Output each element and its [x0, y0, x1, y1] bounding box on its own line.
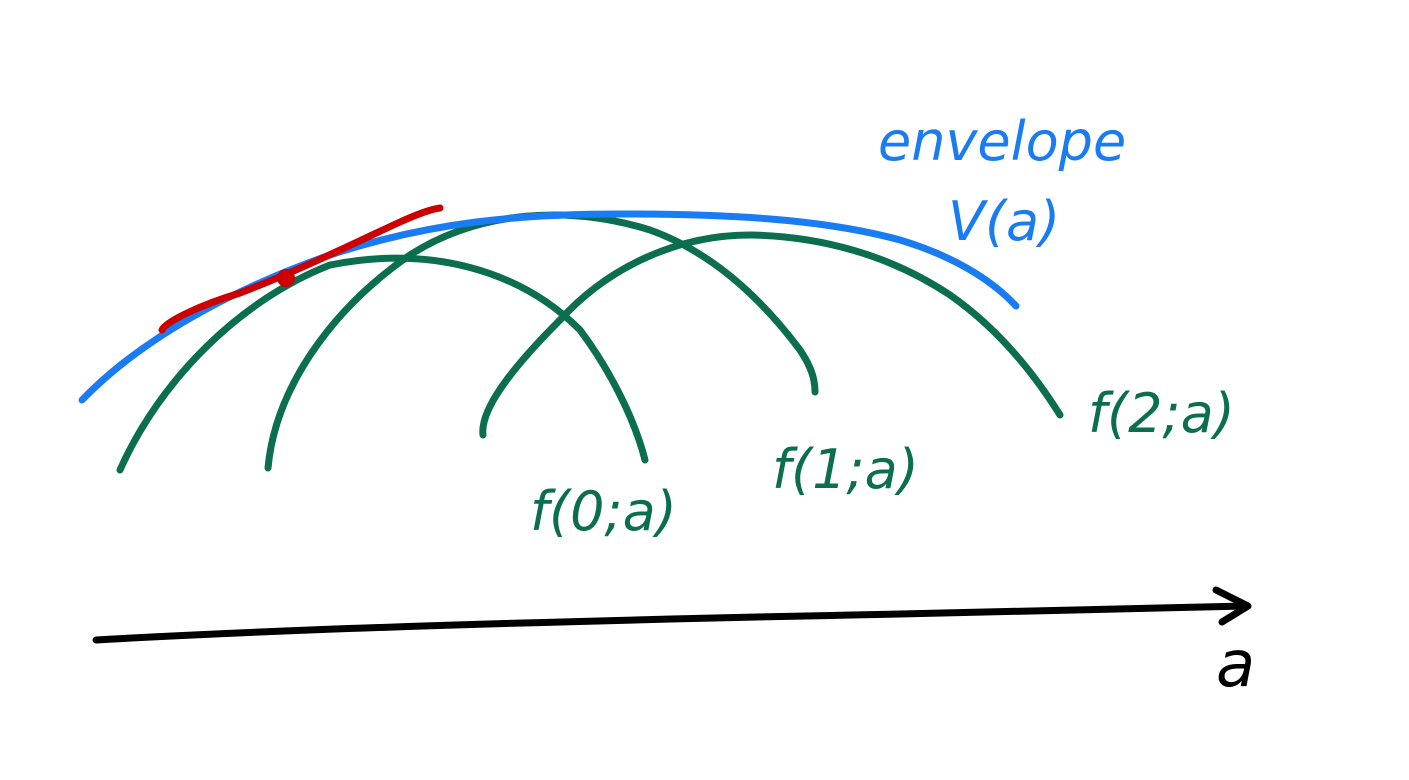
axis-line	[92, 602, 1250, 644]
curve-f2	[479, 231, 1064, 439]
curve-f0	[116, 254, 649, 474]
curve-f1-label: f(1;a)	[772, 438, 919, 501]
axis-label: a	[1216, 628, 1255, 702]
envelope-symbol-label: V(a)	[948, 190, 1060, 253]
envelope-word-label: envelope	[878, 110, 1126, 173]
tangent-line	[158, 204, 444, 334]
curve-f0-label: f(0;a)	[530, 480, 677, 543]
axis-arrowhead	[1212, 586, 1252, 626]
curve-f2-label: f(2;a)	[1088, 382, 1235, 445]
tangency-dot	[277, 269, 295, 287]
